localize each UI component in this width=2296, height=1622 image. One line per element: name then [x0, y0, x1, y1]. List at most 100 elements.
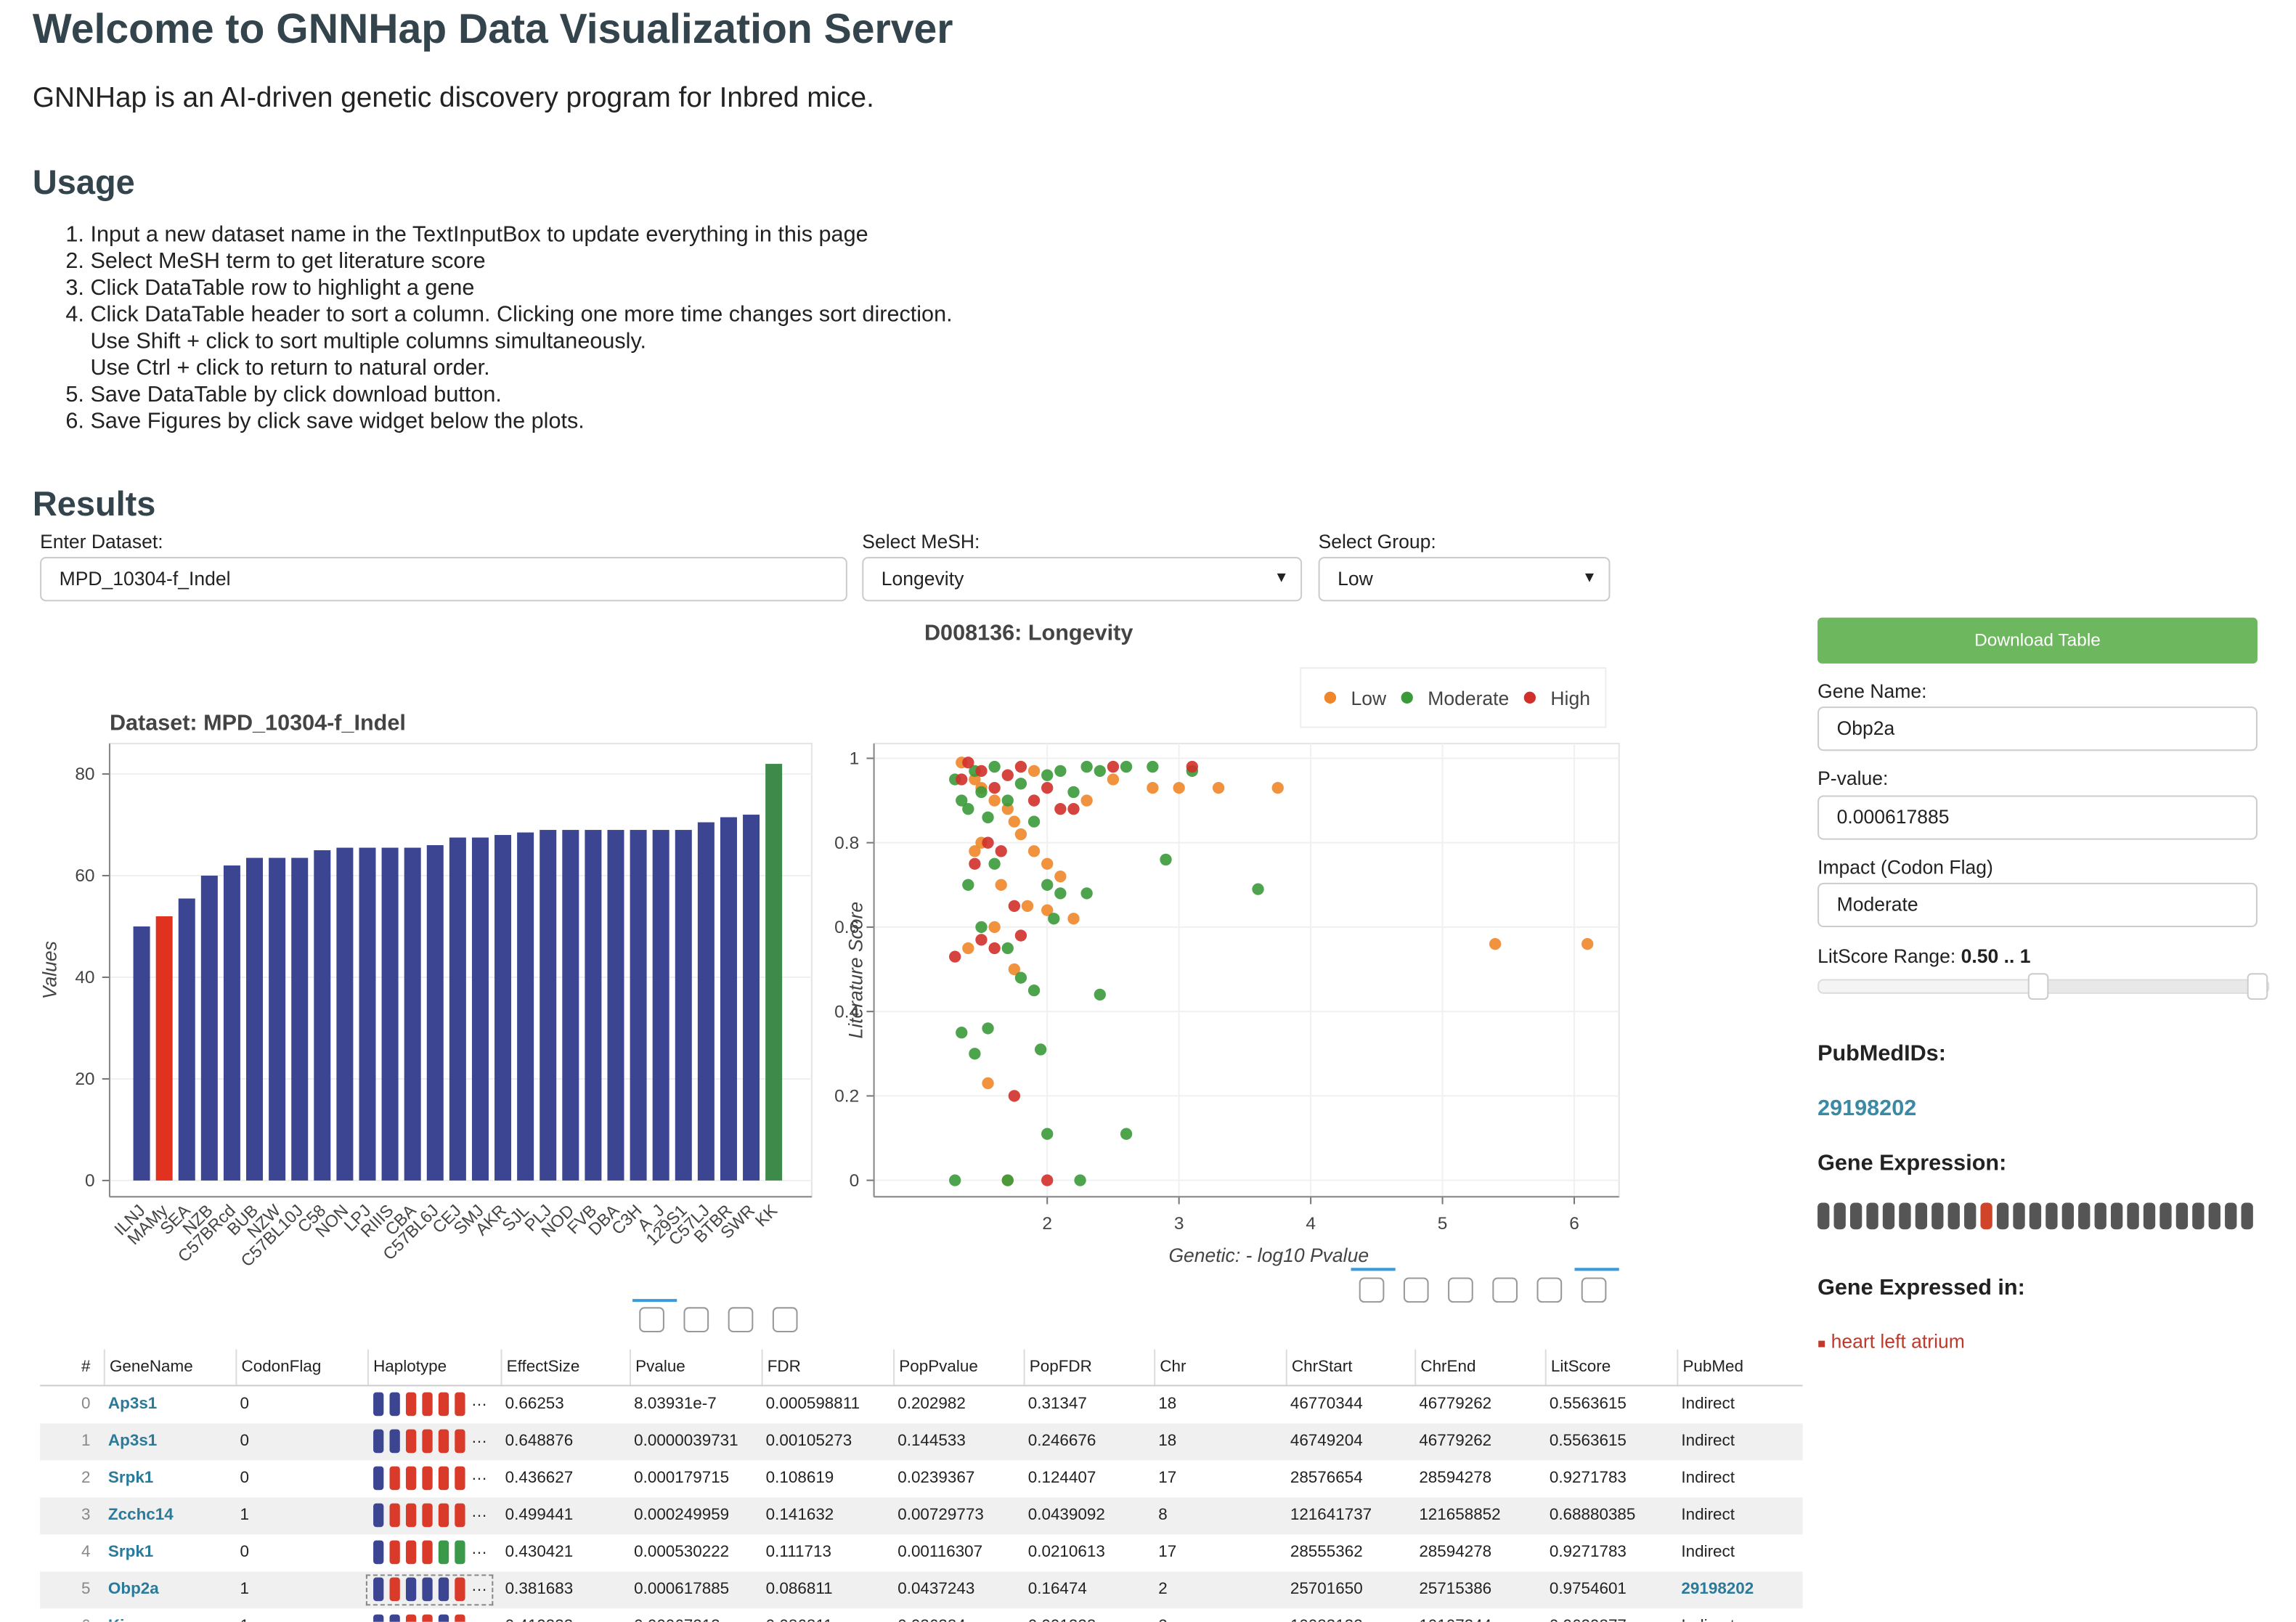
point	[1041, 879, 1054, 891]
table-cell: 0.16474	[1027, 1580, 1087, 1599]
table-row[interactable]	[40, 1608, 1803, 1622]
point	[1173, 781, 1185, 794]
haplotype-cell	[405, 1466, 417, 1491]
point	[962, 803, 974, 815]
table-row[interactable]	[40, 1386, 1803, 1424]
table-cell: 0.31347	[1027, 1395, 1087, 1414]
pvalue-input[interactable]: 0.000617885	[1817, 795, 2258, 840]
haplotype-cell	[405, 1614, 417, 1622]
point	[1027, 815, 1041, 828]
point	[1001, 769, 1014, 781]
table-cell: 0.00116307	[897, 1543, 983, 1562]
point	[956, 1027, 968, 1039]
pubmed-link[interactable]: 29198202	[1817, 1096, 1917, 1122]
bar	[562, 830, 579, 1181]
gene-link[interactable]: Kin	[108, 1608, 134, 1622]
table-cell: 46770344	[1290, 1395, 1363, 1414]
point	[975, 934, 988, 946]
mesh-select[interactable]: Longevity ▼	[862, 557, 1303, 602]
gene-link[interactable]: Srpk1	[107, 1469, 154, 1488]
point	[1067, 786, 1080, 799]
table-cell: 0.086811	[766, 1608, 833, 1622]
expression-cell	[1866, 1202, 1878, 1230]
haplotype-cell	[422, 1466, 433, 1491]
table-cell: 4	[81, 1543, 91, 1562]
point	[1147, 781, 1159, 794]
haplotype-cell	[455, 1614, 465, 1622]
point	[1027, 845, 1041, 857]
table-row[interactable]	[40, 1497, 1803, 1535]
point	[1080, 887, 1093, 900]
table-row[interactable]	[40, 1460, 1803, 1498]
ellipsis: …	[471, 1392, 488, 1411]
group-select[interactable]: Low ▼	[1318, 557, 1611, 602]
table-cell: 0.9754601	[1549, 1580, 1627, 1599]
point	[1014, 760, 1027, 773]
point	[1041, 904, 1054, 916]
haplotype-cell	[455, 1466, 465, 1491]
pvalue-label: P-value:	[1817, 767, 1889, 790]
table-cell: 17	[1158, 1469, 1177, 1488]
point	[962, 757, 974, 769]
haplotype: …	[367, 1613, 492, 1622]
gene-input[interactable]: Obp2a	[1817, 706, 2258, 751]
slider-handle[interactable]	[2027, 973, 2049, 1000]
y-tick-label: 0	[85, 1171, 95, 1191]
table-cell[interactable]: 29198202	[1681, 1580, 1754, 1599]
point	[1094, 765, 1106, 778]
haplotype-cell	[373, 1429, 384, 1454]
point	[1001, 803, 1014, 815]
point	[1147, 760, 1159, 773]
point	[982, 836, 994, 849]
table-cell: Indirect	[1681, 1506, 1735, 1525]
dataset-input[interactable]: MPD_10304-f_Indel	[40, 557, 847, 602]
point	[1054, 803, 1067, 815]
point	[1054, 871, 1067, 883]
table-row[interactable]	[40, 1571, 1803, 1609]
point	[1094, 988, 1106, 1001]
table-row[interactable]	[40, 1423, 1803, 1461]
gene-link[interactable]: Ap3s1	[107, 1395, 158, 1414]
expression-cell	[2175, 1202, 2189, 1230]
point	[949, 1174, 961, 1186]
table-cell: 0.66253	[505, 1395, 564, 1414]
y-tick-label: 1	[850, 749, 860, 769]
table-row[interactable]	[40, 1534, 1803, 1572]
table-cell: 5	[81, 1580, 91, 1599]
impact-input[interactable]: Moderate	[1817, 882, 2258, 928]
y-tick-label: 0	[850, 1171, 860, 1191]
table-cell: 10083132	[1290, 1608, 1363, 1622]
gene-link[interactable]: Ap3s1	[107, 1432, 158, 1451]
point	[975, 786, 988, 799]
legend-label: Low	[1351, 688, 1386, 709]
usage-text: Click DataTable header to sort a column.…	[90, 302, 953, 327]
gene-link[interactable]: Srpk1	[107, 1543, 154, 1562]
table-cell: 46749204	[1290, 1432, 1363, 1451]
tissue-marker: ■	[1817, 1336, 1826, 1351]
table-cell: 17	[1158, 1543, 1177, 1562]
slider-handle[interactable]	[2247, 973, 2268, 1000]
point	[988, 857, 1001, 870]
point	[1001, 1174, 1014, 1186]
y-tick-label: 60	[75, 866, 94, 886]
x-tick-label: 2	[1042, 1214, 1052, 1234]
haplotype-cell	[389, 1577, 400, 1602]
table-cell: 0.086811	[765, 1580, 833, 1599]
expression-cell	[2208, 1202, 2220, 1230]
table-cell: 25701650	[1290, 1580, 1363, 1599]
bar	[178, 898, 195, 1181]
table-cell: 0.499441	[505, 1506, 574, 1525]
intro: GNNHap is an AI-driven genetic discovery…	[32, 83, 874, 115]
point	[1041, 1174, 1054, 1186]
column-header: PopFDR	[1023, 1349, 1092, 1387]
usage-heading: Usage	[32, 163, 135, 202]
gene-link[interactable]: Obp2a	[107, 1580, 159, 1599]
toolbar-icon	[772, 1307, 798, 1332]
haplotype-cell	[373, 1614, 384, 1622]
gene-link[interactable]: Zcchc14	[107, 1506, 174, 1525]
haplotype-cell	[438, 1614, 449, 1622]
haplotype-cell	[455, 1392, 465, 1417]
usage-text: Use Shift + click to sort multiple colum…	[90, 328, 647, 354]
bar	[314, 850, 331, 1181]
download-button[interactable]: Download Table	[1817, 617, 2258, 664]
